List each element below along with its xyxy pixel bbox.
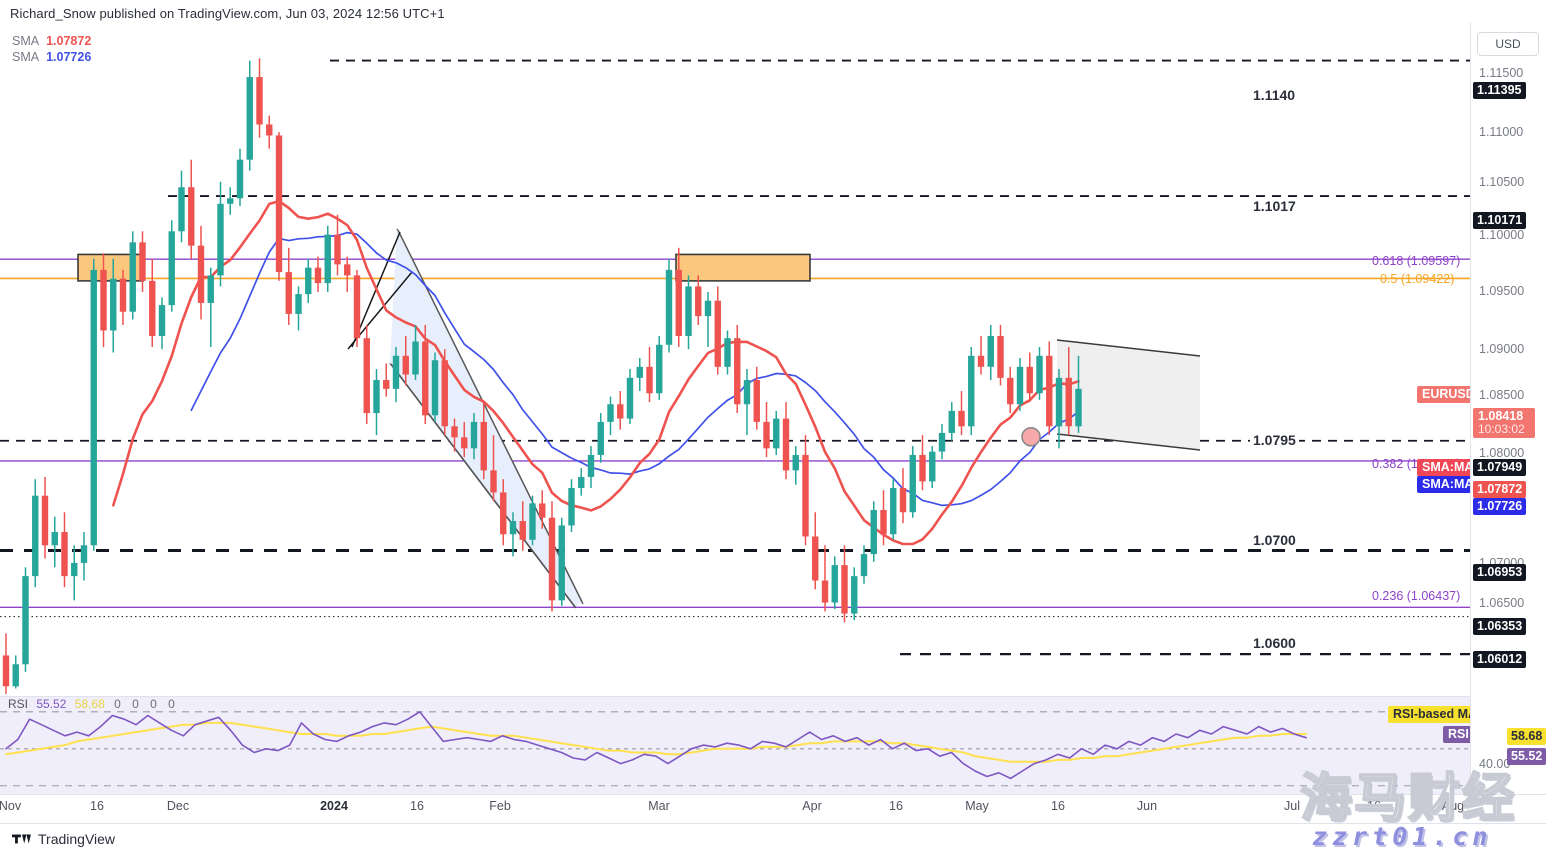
tradingview-logo[interactable]: TradingView bbox=[12, 831, 115, 847]
indicator-legend: SMA 1.07872 SMA 1.07726 bbox=[12, 33, 91, 65]
rsi-legend-ma-value: 58.68 bbox=[74, 697, 105, 711]
price-level-label-5: 1.0600 bbox=[1250, 635, 1299, 651]
price-pane[interactable]: 1.1140 1.1017 1.0795 1.0700 1.0600 0.618… bbox=[0, 22, 1470, 694]
rsi-legend-params: 0 0 0 0 bbox=[114, 697, 179, 711]
rsi-legend[interactable]: RSI 55.52 58.68 0 0 0 0 bbox=[8, 697, 179, 711]
axis-chip-support1: 1.06953 bbox=[1473, 564, 1527, 581]
axis-tick: 1.08500 bbox=[1479, 388, 1525, 402]
axis-tick: 1.08000 bbox=[1479, 446, 1525, 460]
legend-value: 1.07726 bbox=[46, 50, 92, 64]
quote-tag-eurusd[interactable]: EURUSD bbox=[1417, 386, 1480, 403]
fib-label-618: 0.618 (1.09597) bbox=[1372, 254, 1461, 268]
time-axis-tick: 16 bbox=[1367, 799, 1381, 813]
rsi-legend-value: 55.52 bbox=[36, 697, 67, 711]
legend-label: SMA bbox=[12, 34, 40, 48]
legend-row-sma-slow[interactable]: SMA 1.07726 bbox=[12, 49, 91, 65]
axis-divider bbox=[1470, 794, 1546, 795]
axis-chip-support3: 1.06012 bbox=[1473, 651, 1527, 668]
price-level-label-1: 1.1140 bbox=[1250, 87, 1299, 103]
axis-chip-rsi-ma: 58.68 bbox=[1507, 728, 1546, 745]
time-axis-tick: Mar bbox=[648, 799, 670, 813]
time-axis-tick: Dec bbox=[166, 799, 190, 813]
axis-tick: 1.11000 bbox=[1479, 125, 1524, 139]
axis-tick-rsi: 40.00 bbox=[1479, 757, 1511, 771]
quote-tag-sma-slow[interactable]: SMA:MA bbox=[1417, 476, 1479, 493]
price-axis[interactable]: USD 1.11500 1.11000 1.10500 1.10000 1.09… bbox=[1470, 22, 1546, 794]
quote-tag-label: SMA:MA bbox=[1417, 476, 1479, 493]
axis-tick: 1.09500 bbox=[1479, 284, 1525, 298]
time-axis-tick: May bbox=[965, 799, 989, 813]
axis-tick: 1.09000 bbox=[1479, 342, 1525, 356]
legend-value: 1.07872 bbox=[46, 34, 92, 48]
axis-chip-sma-slow: 1.07726 bbox=[1473, 498, 1527, 515]
legend-row-sma-fast[interactable]: SMA 1.07872 bbox=[12, 33, 91, 49]
legend-label: SMA bbox=[12, 50, 40, 64]
axis-chip-resist: 1.10171 bbox=[1473, 212, 1527, 229]
axis-chip-high: 1.11395 bbox=[1473, 82, 1526, 99]
rsi-pane[interactable]: RSI 55.52 58.68 0 0 0 0 bbox=[0, 696, 1470, 795]
time-axis-tick: 16 bbox=[1051, 799, 1065, 813]
rsi-plot[interactable] bbox=[0, 697, 1470, 795]
footer: TradingView bbox=[0, 823, 1546, 858]
rsi-tag-ma[interactable]: RSI-based MA bbox=[1388, 706, 1483, 723]
rsi-tag-rsi[interactable]: RSI bbox=[1443, 726, 1474, 743]
axis-tick: 1.11500 bbox=[1479, 66, 1524, 80]
rsi-tag-label: RSI-based MA bbox=[1388, 706, 1483, 723]
rsi-tag-label: RSI bbox=[1443, 726, 1474, 743]
time-axis-tick: Aug bbox=[1441, 799, 1465, 813]
time-axis-tick: 16 bbox=[889, 799, 903, 813]
tradingview-brand-text: TradingView bbox=[38, 831, 116, 847]
price-level-label-2: 1.1017 bbox=[1250, 198, 1299, 214]
axis-chip-rsi: 55.52 bbox=[1507, 748, 1546, 765]
time-axis-tick: Feb bbox=[489, 799, 511, 813]
currency-button[interactable]: USD bbox=[1477, 32, 1539, 56]
publisher-attribution: Richard_Snow published on TradingView.co… bbox=[10, 6, 445, 21]
axis-tick: 1.10500 bbox=[1479, 175, 1525, 189]
price-level-label-3: 1.0795 bbox=[1250, 432, 1299, 448]
time-axis-tick: Jul bbox=[1284, 799, 1300, 813]
last-price-time: 10:03:02 bbox=[1478, 422, 1525, 436]
time-axis-tick: Apr bbox=[802, 799, 822, 813]
time-axis-tick: 2024 bbox=[320, 799, 348, 813]
tradingview-mark-icon bbox=[12, 834, 31, 844]
rsi-legend-name: RSI bbox=[8, 697, 29, 711]
axis-chip-level: 1.07949 bbox=[1473, 459, 1527, 476]
fib-label-500: 0.5 (1.09422) bbox=[1380, 272, 1455, 286]
price-level-label-4: 1.0700 bbox=[1250, 532, 1299, 548]
last-price-value: 1.08418 bbox=[1478, 409, 1524, 423]
time-axis-tick: Jun bbox=[1136, 799, 1158, 813]
time-axis-tick: Nov bbox=[0, 799, 22, 813]
candlestick-plot[interactable] bbox=[0, 22, 1470, 694]
quote-tag-label: SMA:MA bbox=[1417, 459, 1479, 476]
axis-chip-sma-fast: 1.07872 bbox=[1473, 481, 1527, 498]
fib-label-236: 0.236 (1.06437) bbox=[1372, 589, 1461, 603]
axis-chip-last-price: 1.08418 10:03:02 bbox=[1473, 408, 1535, 438]
axis-tick: 1.10000 bbox=[1479, 228, 1525, 242]
chart-area[interactable]: 1.1140 1.1017 1.0795 1.0700 1.0600 0.618… bbox=[0, 22, 1470, 795]
time-axis-tick: 16 bbox=[410, 799, 424, 813]
quote-tag-sma-fast[interactable]: SMA:MA bbox=[1417, 459, 1479, 476]
axis-chip-support2: 1.06353 bbox=[1473, 618, 1527, 635]
time-axis-tick: 16 bbox=[90, 799, 104, 813]
axis-tick: 1.06500 bbox=[1479, 596, 1525, 610]
time-axis[interactable]: Nov 16 Dec 2024 16 Feb Mar Apr 16 May 16 Jun Jul 16 Au… bbox=[0, 794, 1470, 823]
quote-tag-symbol: EURUSD bbox=[1417, 386, 1480, 403]
